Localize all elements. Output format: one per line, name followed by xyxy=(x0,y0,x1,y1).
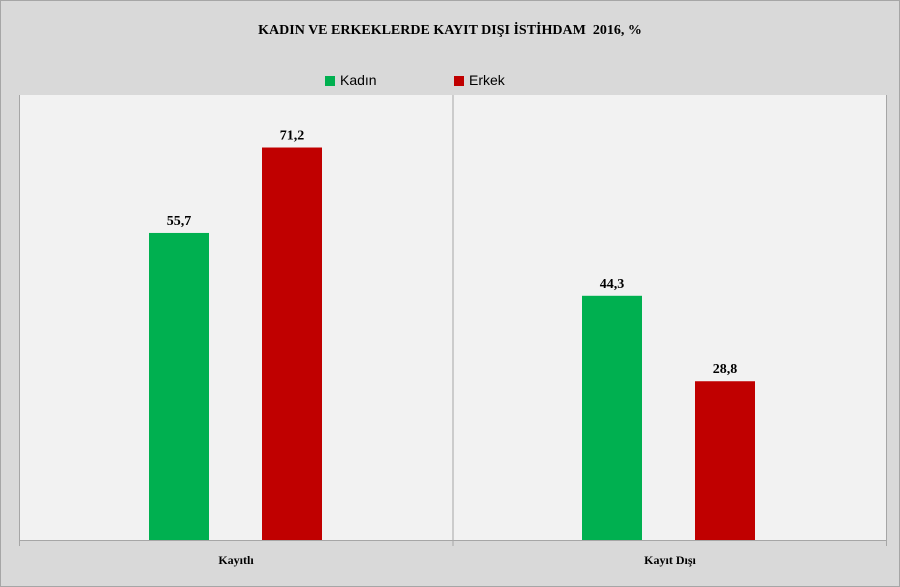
value-label-0-1: 44,3 xyxy=(600,277,625,292)
value-label-1-0: 71,2 xyxy=(280,129,305,144)
legend-swatch-kadin xyxy=(325,76,335,86)
chart-title: KADIN VE ERKEKLERDE KAYIT DIŞI İSTİHDAM … xyxy=(258,23,642,38)
category-label-1: Kayıt Dışı xyxy=(644,553,696,567)
legend-label-erkek: Erkek xyxy=(469,72,505,88)
legend-item-kadin: Kadın xyxy=(325,70,377,90)
value-label-1-1: 28,8 xyxy=(713,362,738,377)
legend-label-kadin: Kadın xyxy=(340,72,377,88)
bar-0-1 xyxy=(582,295,642,540)
legend: Kadın Erkek xyxy=(1,70,899,90)
bar-1-1 xyxy=(695,381,755,540)
legend-swatch-erkek xyxy=(454,76,464,86)
legend-item-erkek: Erkek xyxy=(454,70,505,90)
plot-area: 55,7 44,3 71,2 28,8 Kayıtlı Kayıt Dışı xyxy=(19,95,887,567)
category-label-0: Kayıtlı xyxy=(218,553,254,567)
bar-1-0 xyxy=(262,147,322,540)
value-label-0-0: 55,7 xyxy=(167,214,192,229)
bar-0-0 xyxy=(149,232,209,541)
